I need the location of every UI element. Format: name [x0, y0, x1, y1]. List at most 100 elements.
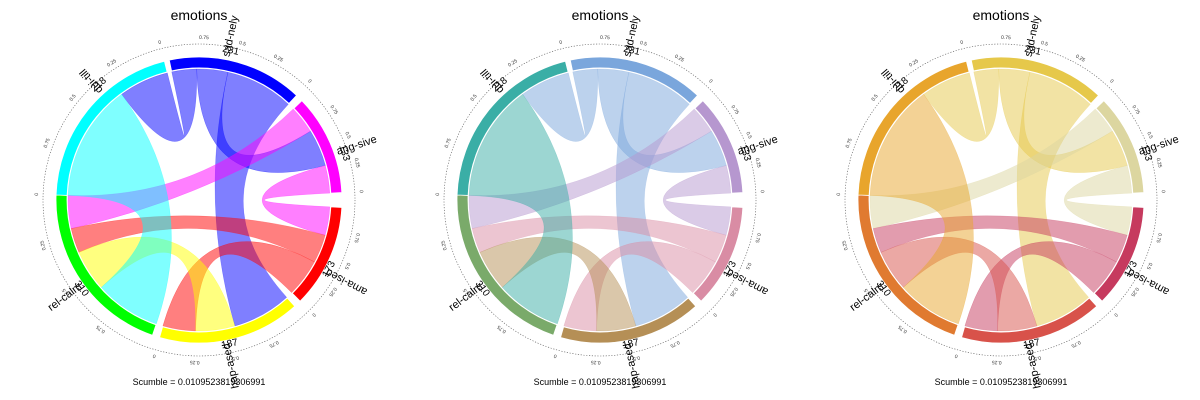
sector-qui-till: [456, 60, 569, 196]
sector-rel-calm: [857, 194, 959, 336]
tick-label: 0.25: [1129, 286, 1140, 298]
tick-label: 0: [553, 352, 558, 359]
tick-label: 0.75: [444, 137, 453, 148]
sector-total: 231: [622, 44, 641, 58]
tick-label: 0: [358, 190, 364, 193]
tick-label: 0.25: [327, 286, 338, 298]
tick-label: 0.5: [470, 93, 479, 102]
chord-ribbon-8: [880, 236, 1038, 332]
tick-label: 0.75: [730, 104, 741, 116]
tick-label: 0.25: [440, 240, 449, 251]
chord-ribbon-8: [78, 236, 236, 332]
sector-name: rel-calm: [848, 281, 886, 314]
tick-label: 0: [158, 40, 162, 47]
sector-total: 231: [1023, 44, 1042, 58]
sector-total: 187: [1022, 337, 1041, 351]
sector-ang-sive: [694, 100, 744, 194]
tick-label: 0.75: [845, 137, 854, 148]
sector-ama-ised: [291, 206, 343, 302]
tick-label: 0.5: [231, 354, 239, 361]
tick-label: 0: [34, 193, 40, 196]
tick-label: 0.5: [462, 287, 471, 296]
tick-label: 0.75: [268, 339, 280, 349]
sector-name: rel-calm: [46, 281, 84, 314]
sector-qui-till: [55, 60, 168, 196]
sector-sad-nely: [970, 56, 1100, 105]
tick-label: 0.5: [871, 93, 880, 102]
scumble-caption: Scumble = 0.0109523819306991: [133, 377, 266, 387]
sector-total: 231: [221, 44, 240, 58]
sector-hap-ased: [560, 297, 697, 344]
tick-label: 0.25: [507, 58, 519, 68]
tick-label: 0.5: [238, 40, 247, 48]
tick-label: 0.5: [343, 261, 351, 270]
tick-label: 0.25: [841, 240, 850, 251]
tick-label: 0.25: [39, 240, 48, 251]
chord-panel-1: emotions00.250.50.75231sad-nely00.250.50…: [34, 7, 378, 390]
sector-qui-till: [857, 60, 970, 196]
tick-label: 0: [759, 190, 765, 193]
chart-title: emotions: [973, 7, 1030, 23]
sector-ang-sive: [1095, 100, 1145, 194]
sector-ang-sive: [293, 100, 343, 194]
chord-ribbon-7: [70, 215, 326, 263]
chart-title: emotions: [572, 7, 629, 23]
chord-ribbon-7: [471, 215, 727, 263]
scumble-caption: Scumble = 0.0109523819306991: [534, 377, 667, 387]
tick-label: 0.5: [639, 40, 648, 48]
tick-label: 0.25: [992, 359, 1002, 365]
chord-ribbon-3: [121, 68, 197, 142]
tick-label: 0.75: [1070, 339, 1082, 349]
sector-name: ang-sive: [736, 133, 779, 157]
tick-label: 0: [306, 78, 312, 84]
chord-ribbon-9: [67, 93, 172, 325]
tick-label: 0.5: [1145, 261, 1153, 270]
sector-total: 133: [336, 143, 352, 163]
tick-label: 0.75: [897, 323, 909, 334]
tick-label: 0.5: [343, 131, 351, 140]
sector-hap-ased: [159, 297, 296, 344]
tick-label: 0.5: [632, 354, 640, 361]
tick-label: 0: [711, 311, 717, 317]
tick-label: 0.75: [600, 35, 610, 41]
chord-panel-2: emotions00.250.50.75231sad-nely00.250.50…: [435, 7, 779, 390]
tick-label: 0.25: [908, 58, 920, 68]
chord-ribbon-1: [214, 71, 289, 327]
sector-total: 133: [737, 143, 753, 163]
sector-name: rel-calm: [447, 281, 485, 314]
tick-label: 0: [1108, 78, 1114, 84]
tick-label: 0.5: [744, 261, 752, 270]
tick-label: 0.75: [669, 339, 681, 349]
chord-ribbon-1: [1016, 71, 1091, 327]
chord-ribbon-8: [479, 236, 637, 332]
chord-ribbon-3: [923, 68, 999, 142]
sector-sad-nely: [168, 56, 298, 105]
sector-total: 187: [621, 337, 640, 351]
tick-label: 0: [960, 40, 964, 47]
tick-label: 0: [836, 193, 842, 196]
scumble-caption: Scumble = 0.0109523819306991: [935, 377, 1068, 387]
sector-name: ang-sive: [335, 133, 378, 157]
chord-ribbon-9: [869, 93, 974, 325]
tick-label: 0.75: [753, 232, 761, 243]
sector-hap-ased: [961, 297, 1098, 344]
tick-label: 0.75: [199, 35, 209, 41]
tick-label: 0.25: [1074, 54, 1086, 64]
tick-track: [42, 43, 356, 357]
tick-label: 0.5: [744, 131, 752, 140]
sector-rel-calm: [456, 194, 558, 336]
tick-label: 0: [954, 352, 959, 359]
tick-label: 0.75: [43, 137, 52, 148]
tick-label: 0.25: [353, 157, 361, 168]
tick-label: 0.5: [1033, 354, 1041, 361]
chord-ribbon-7: [872, 215, 1128, 263]
tick-label: 0.75: [496, 323, 508, 334]
chord-ribbon-9: [468, 93, 573, 325]
tick-label: 0.5: [1040, 40, 1049, 48]
tick-label: 0.5: [863, 287, 872, 296]
tick-label: 0.25: [106, 58, 118, 68]
tick-track: [443, 43, 757, 357]
tick-label: 0.25: [190, 359, 200, 365]
sector-rel-calm: [55, 194, 157, 336]
